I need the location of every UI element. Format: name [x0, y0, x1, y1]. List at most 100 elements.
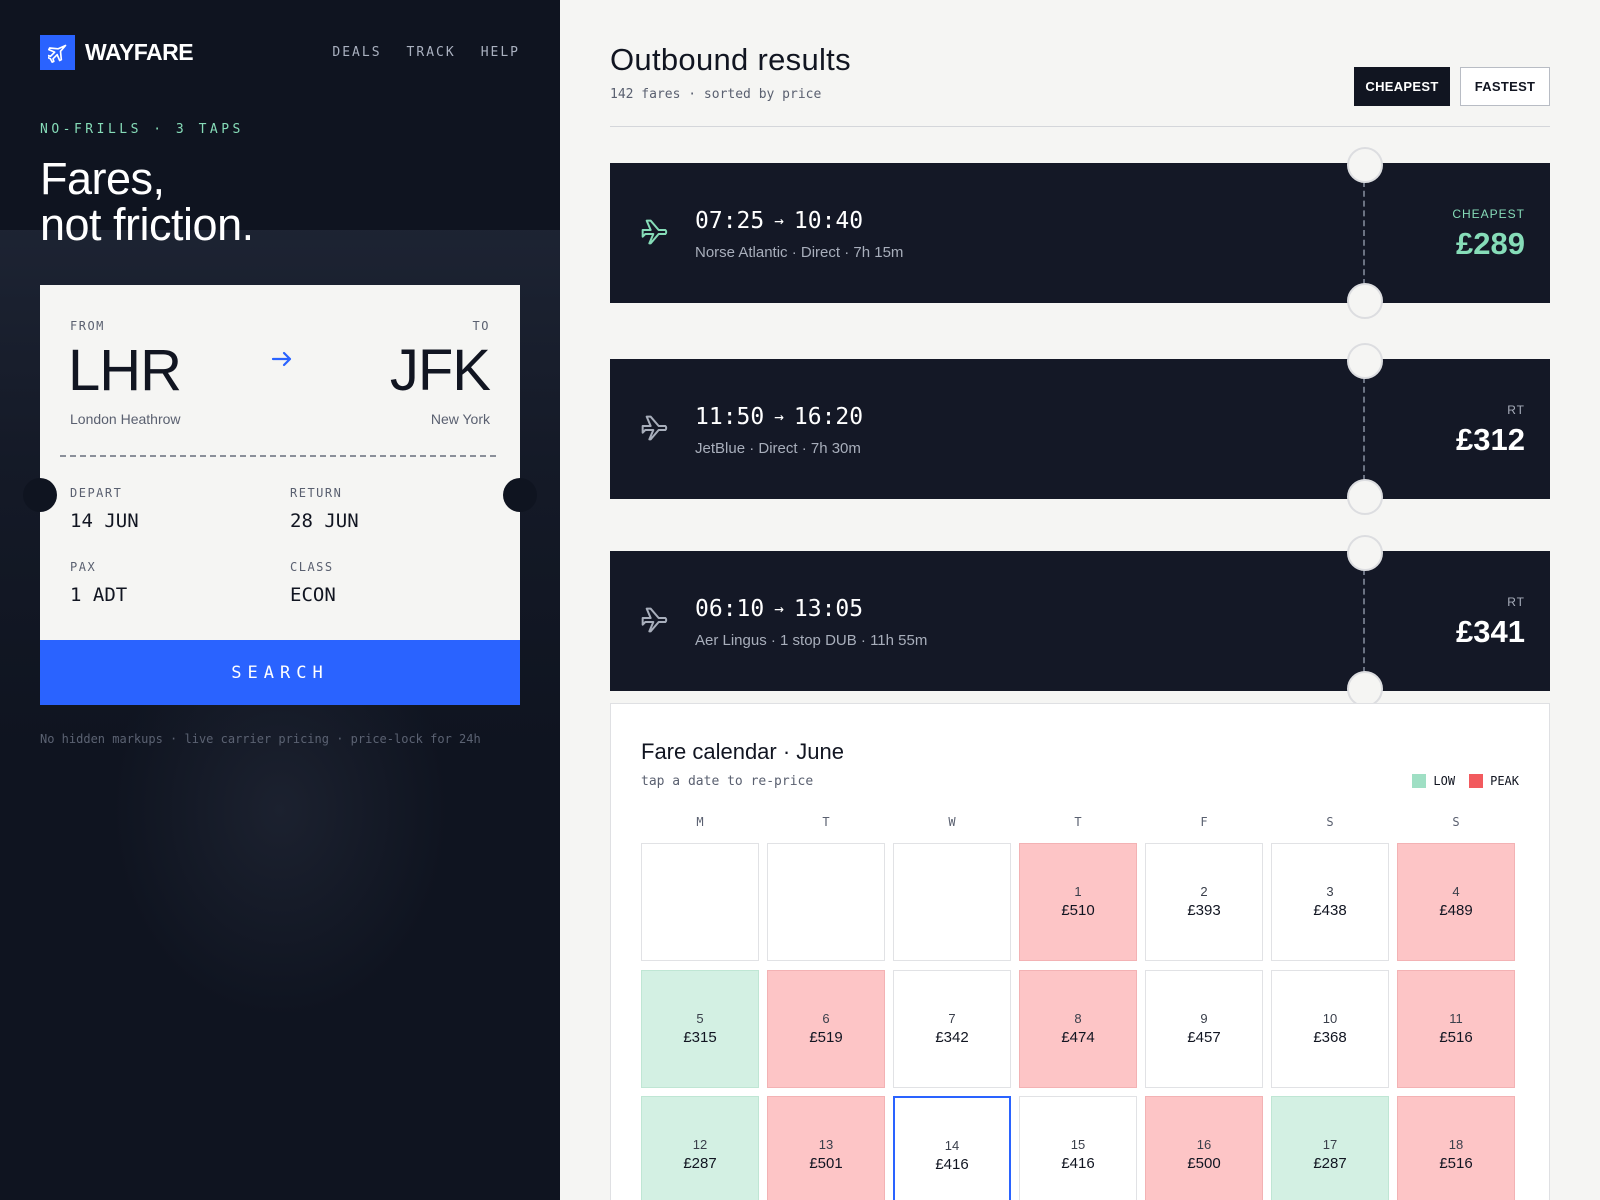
headline-line-2: not friction.	[40, 199, 254, 250]
weekday-label: S	[1452, 815, 1460, 829]
search-card: FROM TO LHR JFK London Heathrow New York…	[40, 285, 520, 705]
calendar-day[interactable]: 12 £287	[641, 1096, 759, 1200]
results-panel: Outbound results 142 fares · sorted by p…	[560, 0, 1600, 1200]
calendar-day[interactable]: 3 £438	[1271, 843, 1389, 961]
day-number: 1	[1074, 884, 1082, 899]
day-number: 14	[944, 1138, 960, 1153]
day-price: £489	[1439, 902, 1473, 919]
calendar-day[interactable]: 18 £516	[1397, 1096, 1515, 1200]
day-number: 9	[1200, 1011, 1208, 1026]
day-number: 5	[696, 1011, 704, 1026]
fare-ticket[interactable]: 06:10 → 13:05 Aer Lingus · 1 stop DUB · 11…	[610, 535, 1550, 707]
day-price: £516	[1439, 1029, 1473, 1046]
depart-label: DEPART	[70, 486, 123, 500]
arrow-icon: →	[774, 407, 784, 426]
calendar-title: Fare calendar · June	[641, 739, 844, 764]
ticket-perforation	[1363, 377, 1365, 481]
brand-name: WAYFARE	[85, 39, 194, 65]
calendar-day[interactable]: 8 £474	[1019, 970, 1137, 1088]
day-number: 13	[818, 1137, 834, 1152]
day-number: 6	[822, 1011, 830, 1026]
calendar-day[interactable]: 9 £457	[1145, 970, 1263, 1088]
calendar-day[interactable]: 16 £500	[1145, 1096, 1263, 1200]
legend-peak: PEAK	[1490, 774, 1519, 788]
plane-icon	[640, 604, 672, 641]
from-airport-code[interactable]: LHR	[68, 338, 182, 403]
fare-calendar: Fare calendar · June tap a date to re-pr…	[610, 703, 1550, 1200]
legend-low: LOW	[1433, 774, 1456, 788]
day-price: £457	[1187, 1029, 1221, 1046]
depart-date[interactable]: 14 JUN	[70, 510, 139, 532]
to-airport-code[interactable]: JFK	[389, 338, 491, 403]
calendar-day-selected[interactable]: 14 £416	[893, 1096, 1011, 1200]
day-price: £501	[809, 1155, 843, 1172]
card-notch-right	[503, 478, 537, 512]
calendar-day[interactable]: 1 £510	[1019, 843, 1137, 961]
day-number: 17	[1322, 1137, 1338, 1152]
day-price: £393	[1187, 902, 1221, 919]
fare-meta: Norse Atlantic · Direct · 7h 15m	[695, 244, 904, 261]
hero-eyebrow: NO-FRILLS · 3 TAPS	[40, 122, 244, 137]
low-swatch	[1412, 774, 1427, 788]
calendar-day[interactable]: 5 £315	[641, 970, 759, 1088]
depart-time: 07:25	[695, 208, 765, 234]
route-arrow-icon	[270, 347, 294, 376]
logo[interactable]: WAYFARE	[40, 35, 194, 70]
day-price: £315	[683, 1029, 717, 1046]
ticket-notch-top	[1347, 535, 1383, 571]
calendar-day[interactable]: 4 £489	[1397, 843, 1515, 961]
fare-tag: CHEAPEST	[1452, 207, 1525, 221]
nav-help[interactable]: HELP	[480, 45, 520, 60]
search-button[interactable]: SEARCH	[40, 640, 520, 705]
fare-times: 11:50 → 16:20	[695, 404, 863, 430]
calendar-day[interactable]: 2 £393	[1145, 843, 1263, 961]
arrive-time: 10:40	[793, 208, 864, 234]
nav-track[interactable]: TRACK	[406, 45, 456, 60]
class-label: CLASS	[290, 560, 334, 574]
plane-logo-icon	[40, 35, 75, 70]
return-date[interactable]: 28 JUN	[290, 510, 359, 532]
to-label: TO	[472, 319, 490, 333]
day-price: £519	[809, 1029, 843, 1046]
ticket-perforation	[1363, 569, 1365, 673]
calendar-day[interactable]: 13 £501	[767, 1096, 885, 1200]
day-number: 10	[1322, 1011, 1338, 1026]
from-label: FROM	[70, 319, 105, 333]
sort-cheapest-button[interactable]: CHEAPEST	[1354, 67, 1450, 106]
day-price: £474	[1061, 1029, 1095, 1046]
headline-line-1: Fares,	[40, 153, 165, 204]
calendar-day[interactable]: 6 £519	[767, 970, 885, 1088]
day-number: 15	[1070, 1137, 1086, 1152]
calendar-day[interactable]: 15 £416	[1019, 1096, 1137, 1200]
nav-deals[interactable]: DEALS	[332, 45, 382, 60]
ticket-perforation	[60, 455, 496, 457]
fare-ticket[interactable]: 07:25 → 10:40 Norse Atlantic · Direct · 7h…	[610, 147, 1550, 319]
footnote: No hidden markups · live carrier pricing…	[40, 732, 481, 746]
calendar-day[interactable]: 10 £368	[1271, 970, 1389, 1088]
calendar-legend: LOW PEAK	[1412, 774, 1519, 788]
calendar-day[interactable]: 11 £516	[1397, 970, 1515, 1088]
arrive-time: 13:05	[793, 596, 864, 622]
fare-price: £341	[1456, 614, 1525, 649]
day-price: £368	[1313, 1029, 1347, 1046]
calendar-day[interactable]: 17 £287	[1271, 1096, 1389, 1200]
card-notch-left	[23, 478, 57, 512]
fare-meta: Aer Lingus · 1 stop DUB · 11h 55m	[695, 632, 928, 649]
search-panel: WAYFARE DEALS TRACK HELP NO-FRILLS · 3 T…	[0, 0, 560, 1200]
day-number: 3	[1326, 884, 1334, 899]
fare-ticket[interactable]: 11:50 → 16:20 JetBlue · Direct · 7h 30m RT…	[610, 343, 1550, 515]
pax-value[interactable]: 1 ADT	[70, 584, 128, 606]
ticket-notch-top	[1347, 343, 1383, 379]
class-value[interactable]: ECON	[290, 584, 336, 606]
calendar-subtitle: tap a date to re-price	[641, 774, 814, 789]
weekday-label: W	[948, 815, 956, 829]
arrow-icon: →	[774, 599, 784, 618]
calendar-day[interactable]: 7 £342	[893, 970, 1011, 1088]
day-number: 12	[692, 1137, 708, 1152]
day-price: £342	[935, 1029, 969, 1046]
return-label: RETURN	[290, 486, 343, 500]
day-price: £287	[1313, 1155, 1347, 1172]
weekday-label: M	[696, 815, 704, 829]
depart-time: 11:50	[695, 404, 765, 430]
sort-fastest-button[interactable]: FASTEST	[1460, 67, 1550, 106]
